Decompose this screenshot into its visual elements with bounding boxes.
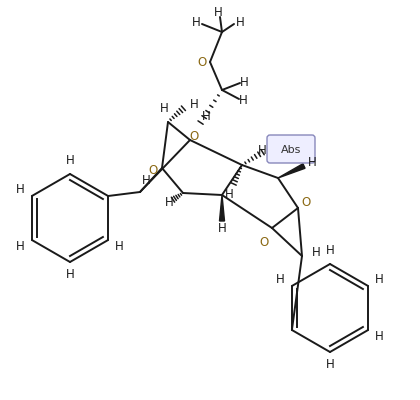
Text: O: O bbox=[189, 130, 199, 144]
Text: H: H bbox=[239, 94, 247, 106]
Text: H: H bbox=[276, 273, 285, 286]
Text: H: H bbox=[192, 16, 200, 28]
Polygon shape bbox=[220, 195, 225, 221]
Text: H: H bbox=[115, 240, 124, 253]
Text: O: O bbox=[260, 236, 269, 248]
Text: Abs: Abs bbox=[281, 145, 301, 155]
Text: H: H bbox=[66, 154, 74, 168]
FancyBboxPatch shape bbox=[267, 135, 315, 163]
Text: H: H bbox=[375, 273, 384, 286]
Text: H: H bbox=[240, 76, 248, 88]
Text: H: H bbox=[160, 102, 168, 116]
Text: H: H bbox=[236, 16, 244, 28]
Text: H: H bbox=[225, 188, 234, 202]
Text: H: H bbox=[142, 174, 150, 186]
Text: O: O bbox=[197, 56, 207, 68]
Text: O: O bbox=[302, 196, 311, 208]
Text: H: H bbox=[16, 183, 25, 196]
Text: H: H bbox=[16, 240, 25, 253]
Text: H: H bbox=[326, 244, 334, 258]
Text: H: H bbox=[202, 110, 210, 124]
Text: O: O bbox=[148, 164, 158, 176]
Text: H: H bbox=[218, 222, 226, 236]
Polygon shape bbox=[278, 164, 305, 178]
Text: H: H bbox=[66, 268, 74, 282]
Text: H: H bbox=[375, 330, 384, 343]
Text: H: H bbox=[165, 196, 173, 210]
Text: H: H bbox=[326, 358, 334, 372]
Text: H: H bbox=[307, 156, 316, 168]
Text: H: H bbox=[257, 144, 266, 156]
Text: H: H bbox=[189, 98, 198, 112]
Text: H: H bbox=[312, 246, 320, 258]
Text: H: H bbox=[214, 6, 222, 18]
